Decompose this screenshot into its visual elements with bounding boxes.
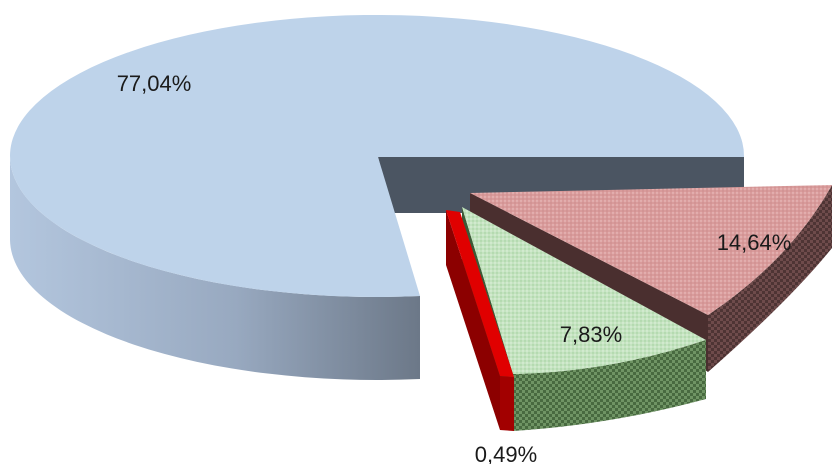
slice-0-49-top	[446, 210, 514, 377]
slice-14-64-top	[470, 185, 832, 315]
slice-0-49-front	[500, 376, 514, 431]
data-label-0-49: 0,49%	[475, 442, 537, 464]
data-label-77-04: 77,04%	[117, 71, 192, 96]
slice-7-83-top	[462, 207, 706, 374]
slice-77-04-side	[10, 157, 420, 380]
data-label-14-64: 14,64%	[717, 230, 792, 255]
slice-14-64-side	[708, 185, 832, 372]
slice-0-49-side	[446, 210, 500, 430]
data-label-7-83: 7,83%	[560, 322, 622, 347]
slice-77-04-top	[10, 14, 745, 297]
slice-0-49	[446, 210, 514, 431]
slice-7-83-side	[513, 340, 706, 431]
